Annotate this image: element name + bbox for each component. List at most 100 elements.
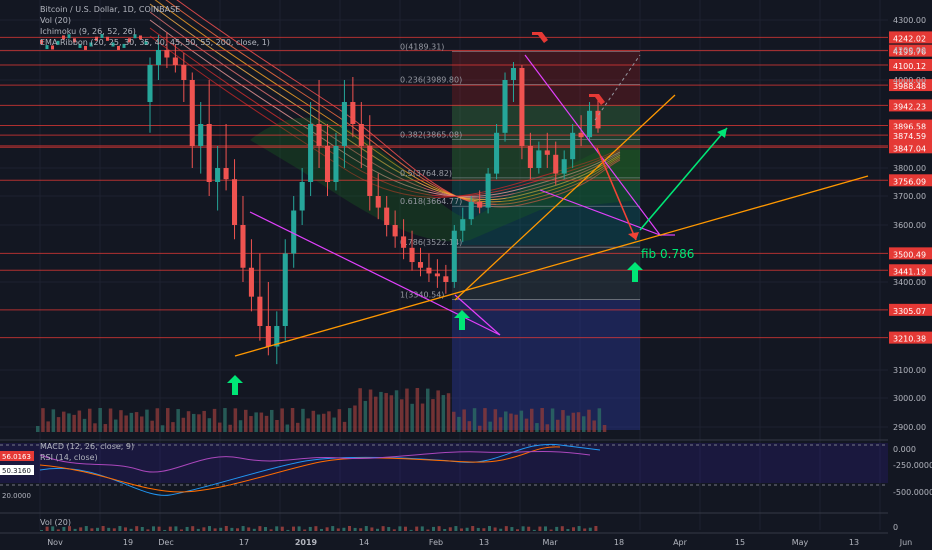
time-axis-label: 19	[123, 538, 133, 547]
time-axis-label: Dec	[158, 538, 173, 547]
volume-bar	[498, 417, 503, 432]
volume-pane-bar	[560, 526, 564, 531]
price-level-label: 4100.12	[893, 62, 926, 71]
candle-body	[350, 102, 356, 124]
volume-bar	[51, 409, 56, 432]
rsi-value-box-2	[0, 465, 34, 475]
candle-body-early	[144, 40, 148, 45]
price-level-box	[889, 99, 932, 112]
volume-bar	[264, 415, 269, 432]
candle-body-early	[100, 34, 104, 39]
volume-bar	[582, 416, 586, 432]
candle-body	[189, 80, 195, 146]
candle-body-early	[89, 42, 93, 47]
volume-pane-bar	[538, 526, 542, 531]
volume-bar	[379, 391, 383, 432]
volume-bar	[155, 408, 160, 432]
macd-signal-line	[39, 446, 561, 493]
volume-pane-bar	[482, 528, 486, 531]
volume-bar	[72, 414, 76, 432]
green-arrow-head	[717, 128, 727, 138]
volume-pane-bar	[437, 526, 441, 531]
volume-bar	[238, 420, 243, 432]
time-axis-label: 13	[849, 538, 859, 547]
volume-bar	[545, 424, 550, 432]
indicator-ema-ribbon[interactable]: EMA Ribbon (20, 25, 30, 35, 40, 45, 50, …	[40, 38, 270, 47]
volume-bar	[400, 399, 404, 432]
volume-bar	[332, 417, 336, 432]
volume-bar	[472, 408, 477, 432]
time-axis-label: Nov	[47, 538, 63, 547]
volume-pane-bar	[118, 526, 122, 531]
volume-pane-bar	[465, 527, 469, 531]
volume-pane-bar	[588, 527, 592, 531]
candle-body	[215, 168, 221, 182]
wedge-lines-left	[249, 211, 501, 336]
indicator-ichimoku[interactable]: Ichimoku (9, 26, 52, 26)	[40, 27, 136, 36]
volume-bar	[207, 418, 212, 432]
price-axis-label: 4300.00	[893, 16, 926, 25]
red-arrow-head	[628, 232, 639, 240]
volume-pane-bar	[280, 526, 284, 531]
volume-pane-bar	[224, 526, 228, 531]
fib-zone-618	[452, 205, 640, 245]
volume-pane-bar	[56, 529, 60, 531]
volume-pane-bar	[51, 526, 55, 531]
fib-level-label: 0.382(3865.08)	[400, 130, 462, 139]
volume-pane-bar	[572, 527, 575, 531]
candle-body	[527, 146, 533, 168]
volume-pane-bar	[73, 528, 77, 531]
price-level-box	[889, 303, 932, 316]
indicator-vol[interactable]: Vol (20)	[40, 16, 71, 25]
candle-body	[561, 159, 567, 174]
macd-axis-label: 0.000	[893, 445, 916, 454]
volume-bar	[415, 388, 420, 432]
ichimoku-cloud	[250, 117, 640, 242]
red-arrow-line	[596, 147, 637, 241]
price-level-box	[889, 331, 932, 344]
volume-pane-bar	[68, 526, 71, 531]
candle-body	[164, 50, 170, 58]
volume-pane-bar	[196, 528, 200, 531]
volume-bar	[140, 416, 144, 432]
volume-bar	[478, 425, 482, 432]
fib-zone-1	[452, 300, 640, 430]
macd-axis-label: -500.0000	[893, 488, 932, 497]
volume-bar	[405, 388, 409, 432]
volume-pane-bar	[140, 526, 144, 531]
volume-bar	[228, 424, 232, 432]
price-axis-label: 3000.00	[893, 394, 926, 403]
candle-body	[595, 110, 601, 129]
volume-bar	[452, 411, 456, 432]
volume-bar	[119, 410, 123, 432]
red-flag-icon	[532, 32, 548, 43]
candle-body	[510, 68, 517, 80]
volume-bar	[316, 414, 321, 432]
volume-pane-bar	[353, 527, 357, 531]
chart-title: Bitcoin / U.S. Dollar, 1D, COINBASE	[40, 5, 181, 14]
volume-bar	[602, 425, 607, 432]
price-level-box	[889, 141, 932, 154]
green-up-arrow-icon	[627, 262, 643, 282]
volume-pane-bar	[101, 526, 105, 531]
price-level-label: 3874.59	[893, 132, 926, 141]
volume-pane-bar	[432, 526, 435, 531]
candle-body-early	[84, 45, 87, 50]
candle-body	[502, 80, 508, 133]
time-axis-label: 15	[735, 538, 745, 547]
volume-bar	[145, 409, 149, 432]
ema-ribbon-line	[149, 27, 621, 197]
fib-zone-236	[452, 105, 640, 145]
candle-body	[181, 65, 187, 80]
volume-pane-bar	[314, 526, 318, 531]
candle-body-early	[95, 36, 98, 41]
fib-level-label: 0(4189.31)	[400, 43, 444, 52]
volume-pane-bar	[583, 528, 587, 531]
volume-pane-bar	[331, 526, 335, 531]
volume-bar	[98, 408, 102, 432]
volume-bar	[322, 413, 326, 432]
candle-body-early	[67, 34, 71, 39]
volume-bar	[218, 422, 222, 432]
volume-bar	[592, 420, 596, 432]
volume-pane-bar	[448, 527, 452, 531]
